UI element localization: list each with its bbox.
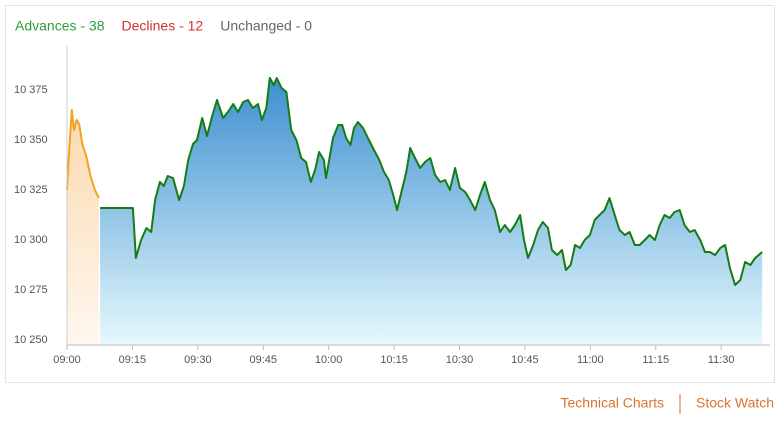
y-tick-label: 10 250: [14, 334, 48, 346]
x-tick-label: 11:30: [708, 354, 735, 366]
x-tick-label: 09:30: [184, 354, 212, 366]
y-tick-label: 10 300: [14, 234, 48, 246]
stock-watch-link[interactable]: Stock Watch: [696, 395, 774, 411]
y-tick-label: 10 275: [14, 284, 48, 296]
area: [100, 78, 763, 345]
line: [66, 109, 100, 199]
x-tick-label: 10:00: [315, 354, 343, 366]
legend-item: Unchanged - 0: [220, 18, 312, 34]
x-tick-label: 09:00: [53, 354, 81, 366]
x-tick-label: 10:45: [511, 354, 539, 366]
y-tick-label: 10 325: [14, 184, 48, 196]
y-tick-label: 10 350: [14, 134, 48, 146]
area: [67, 110, 99, 345]
legend-item: Advances - 38: [15, 18, 105, 34]
x-tick-label: 10:30: [446, 354, 474, 366]
legend-item: Declines - 12: [122, 18, 204, 34]
line: [100, 77, 763, 286]
x-tick-label: 11:00: [577, 354, 604, 366]
technical-charts-link[interactable]: Technical Charts: [561, 395, 665, 411]
x-tick-label: 10:15: [380, 354, 408, 366]
x-tick-label: 11:15: [642, 354, 669, 366]
y-tick-label: 10 375: [14, 84, 48, 96]
x-tick-label: 09:45: [249, 354, 277, 366]
x-tick-label: 09:15: [119, 354, 147, 366]
